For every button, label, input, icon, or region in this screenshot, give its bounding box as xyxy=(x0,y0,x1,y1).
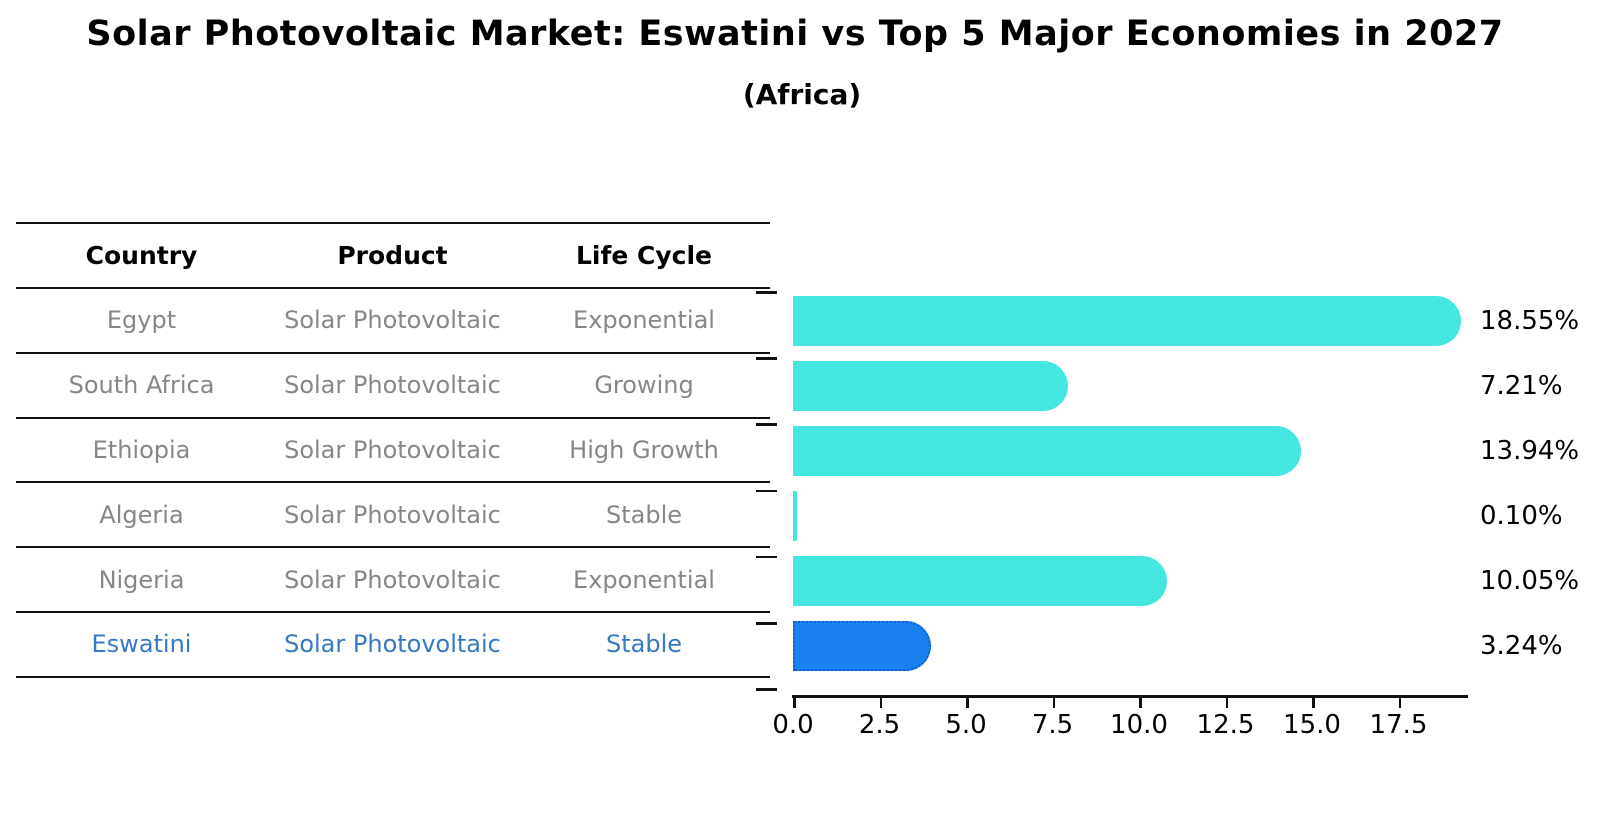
bar-ethiopia xyxy=(793,425,1301,476)
x-tick-mark xyxy=(1312,698,1315,708)
y-tick-mark xyxy=(756,357,777,360)
table-header-product: Product xyxy=(337,241,448,270)
table-row: South Africa Solar Photovoltaic Growing xyxy=(16,354,770,419)
life-cycle-cell: Stable xyxy=(605,500,683,529)
bar-egypt xyxy=(793,296,1461,346)
y-tick-mark xyxy=(756,688,777,691)
x-tick-label: 5.0 xyxy=(945,710,987,740)
bar-value-label: 7.21% xyxy=(1480,370,1563,401)
x-tick-mark xyxy=(793,698,796,708)
bar-value-label: 0.10% xyxy=(1480,500,1563,531)
bar-value-label: 13.94% xyxy=(1480,435,1580,466)
country-table: Country Product Life Cycle Egypt Solar Phot… xyxy=(16,222,770,678)
x-tick-mark xyxy=(1398,698,1401,708)
table-body: Egypt Solar Photovoltaic Exponential South … xyxy=(16,289,770,678)
table-header-country: Country xyxy=(85,241,198,270)
table-row: Ethiopia Solar Photovoltaic High Growth xyxy=(16,419,770,484)
table-row: Nigeria Solar Photovoltaic Exponential xyxy=(16,548,770,613)
x-axis-line xyxy=(792,695,1468,698)
product-cell: Solar Photovoltaic xyxy=(284,306,501,335)
table-row: Egypt Solar Photovoltaic Exponential xyxy=(16,289,770,354)
bar-south-africa xyxy=(793,360,1068,411)
country-cell: South Africa xyxy=(68,371,215,400)
life-cycle-cell: High Growth xyxy=(569,435,719,464)
y-tick-mark xyxy=(756,489,777,493)
x-tick-mark xyxy=(1225,698,1228,708)
bar-value-label: 3.24% xyxy=(1480,630,1563,661)
product-cell: Solar Photovoltaic xyxy=(284,565,501,594)
life-cycle-cell: Stable xyxy=(605,630,683,659)
country-cell: Nigeria xyxy=(98,565,185,594)
x-tick-label: 0.0 xyxy=(772,710,814,740)
product-cell: Solar Photovoltaic xyxy=(284,435,501,464)
y-tick-mark xyxy=(756,622,777,625)
bar-value-label: 10.05% xyxy=(1480,565,1580,596)
country-cell: Egypt xyxy=(106,306,177,335)
table-row: Eswatini Solar Photovoltaic Stable xyxy=(16,613,770,678)
chart-subtitle: (Africa) xyxy=(742,78,862,111)
table-header-row: Country Product Life Cycle xyxy=(16,224,770,289)
product-cell: Solar Photovoltaic xyxy=(284,500,501,529)
country-cell: Eswatini xyxy=(91,630,192,659)
table-header-life-cycle: Life Cycle xyxy=(575,241,713,270)
x-tick-label: 12.5 xyxy=(1196,710,1255,740)
x-tick-label: 2.5 xyxy=(858,710,901,740)
x-tick-mark xyxy=(966,698,969,708)
life-cycle-cell: Growing xyxy=(594,371,694,400)
x-tick-label: 17.5 xyxy=(1369,710,1428,740)
product-cell: Solar Photovoltaic xyxy=(284,630,501,659)
x-tick-mark xyxy=(1139,698,1142,708)
bar-value-label: 18.55% xyxy=(1480,306,1580,336)
table-row: Algeria Solar Photovoltaic Stable xyxy=(16,483,770,549)
chart-title: Solar Photovoltaic Market: Eswatini vs T… xyxy=(86,14,1504,54)
x-tick-label: 7.5 xyxy=(1031,710,1074,740)
life-cycle-cell: Exponential xyxy=(573,306,715,335)
product-cell: Solar Photovoltaic xyxy=(284,371,501,400)
x-tick-mark xyxy=(879,698,882,708)
y-tick-mark xyxy=(756,291,777,294)
country-cell: Algeria xyxy=(99,500,184,529)
x-tick-label: 10.0 xyxy=(1110,710,1168,740)
bar-nigeria xyxy=(793,555,1167,606)
x-tick-mark xyxy=(1052,698,1055,708)
bar-eswatini xyxy=(793,620,931,671)
y-tick-mark xyxy=(756,555,777,559)
y-tick-mark xyxy=(756,423,777,426)
x-tick-label: 15.0 xyxy=(1283,710,1341,740)
bar-algeria xyxy=(793,490,797,541)
country-cell: Ethiopia xyxy=(92,435,191,464)
life-cycle-cell: Exponential xyxy=(573,565,715,594)
